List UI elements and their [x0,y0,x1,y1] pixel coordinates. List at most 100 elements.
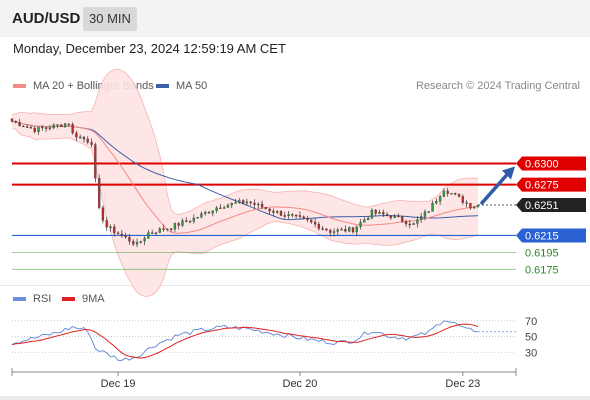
candle-body [154,232,158,234]
candle-38 [154,231,158,236]
candle-123 [476,204,480,208]
candle-body [120,233,124,236]
candle-106 [412,222,415,225]
projection-arrow [480,166,515,205]
candle-body [344,229,347,232]
candle-68 [268,208,271,215]
candle-14 [63,122,67,128]
candle-body [37,126,40,132]
candle-body [325,228,328,231]
rsi-tick-70: 70 [525,316,537,328]
rsi-tick-30: 30 [525,347,537,359]
candle-28 [116,231,120,235]
time-label-Dec-23: Dec 23 [445,378,480,390]
candle-0 [10,118,14,123]
candle-74 [291,213,294,218]
candle-102 [397,213,400,218]
candle-23 [97,174,101,210]
candle-body [329,230,332,233]
level-label-0.6275: 0.6275 [525,180,559,192]
level-tag-0.6251 [516,197,586,212]
candle-61 [241,199,245,205]
candle-3 [22,125,25,128]
candle-body [86,138,89,143]
candle-54 [215,205,218,214]
candle-27 [113,224,116,237]
candle-122 [473,206,476,209]
candle-48 [192,214,196,224]
candle-44 [177,222,180,230]
candle-109 [423,209,427,221]
candle-body [412,223,415,225]
level-label-0.6251: 0.6251 [525,200,559,212]
candle-76 [298,211,302,220]
candle-114 [442,188,446,198]
candle-body [378,211,381,214]
candle-body [147,232,150,239]
interval-button[interactable]: 30 MIN [83,7,137,31]
candle-body [264,207,267,209]
candle-70 [276,210,279,215]
candle-body [401,216,404,222]
candle-67 [264,206,267,210]
candle-body [423,211,427,217]
candle-body [207,212,211,214]
candle-body [257,203,260,206]
candle-body [253,202,256,205]
candle-86 [336,227,339,236]
candle-92 [359,218,362,230]
candle-1 [14,120,17,124]
candle-body [124,235,127,238]
candle-83 [325,228,328,231]
bollinger-upper-line [11,68,479,216]
candle-body [454,193,457,195]
candle-112 [435,198,438,205]
candle-46 [185,217,188,223]
candle-body [385,214,389,216]
candle-body [67,123,70,125]
candle-body [56,124,59,126]
ma20-swatch [13,84,26,88]
candle-25 [105,217,108,232]
candle-body [298,215,302,217]
candle-116 [450,193,453,195]
candle-108 [420,212,423,224]
candle-22 [94,142,97,183]
candle-81 [317,221,321,231]
candle-body [33,128,36,132]
projection-head [502,166,515,180]
candle-49 [196,216,199,219]
candle-91 [355,225,358,237]
candle-75 [294,214,298,219]
ma50-label: MA 50 [176,80,208,92]
candle-body [105,220,108,228]
ma50-swatch [156,84,169,88]
candle-72 [283,211,286,219]
level-label-0.6175: 0.6175 [525,264,559,276]
candle-body [44,127,48,129]
candle-body [226,204,230,208]
candle-body [158,228,161,233]
candle-30 [124,232,127,239]
candle-body [177,223,180,226]
bottom-frame [0,396,590,400]
candle-33 [135,238,139,248]
legend-rsi: RSI [13,293,51,305]
candle-39 [158,227,161,233]
candle-85 [332,228,336,237]
rsi-9ma-line [11,323,479,359]
candle-body [166,228,169,230]
candle-47 [188,219,192,224]
candle-120 [465,200,468,208]
candle-body [139,240,142,243]
candle-37 [151,229,154,234]
candle-body [215,207,218,211]
level-label-0.6300: 0.6300 [525,158,559,170]
candle-95 [370,208,374,220]
candle-15 [67,123,70,127]
candle-body [60,124,63,127]
projection-shaft [480,171,510,205]
candle-24 [101,205,105,224]
candle-body [340,229,343,231]
